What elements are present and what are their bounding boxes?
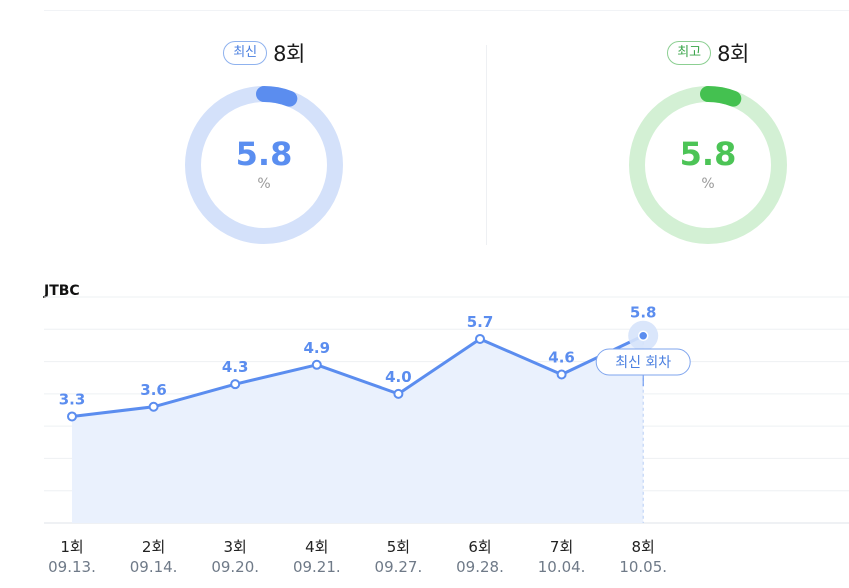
highest-rating-unit: %: [701, 176, 715, 192]
network-name: JTBC: [44, 283, 80, 299]
highest-rating-ring: 5.8 %: [627, 84, 789, 246]
x-tick-label: 4회 09.21.: [285, 537, 349, 577]
air-date-label: 09.13.: [48, 558, 96, 576]
episode-label: 4회: [305, 538, 329, 556]
air-date-label: 09.27.: [374, 558, 423, 576]
air-date-label: 09.28.: [456, 558, 504, 576]
episode-label: 3회: [223, 538, 247, 556]
latest-rating-unit: %: [257, 176, 271, 192]
air-date-label: 09.14.: [129, 558, 178, 576]
data-point: [475, 333, 485, 344]
x-tick-label: 2회 09.14.: [122, 537, 186, 577]
highest-rating-card: 최고 8회 5.8 %: [588, 36, 828, 244]
latest-rating-header: 최신 8회: [144, 36, 384, 70]
episode-label: 7회: [549, 538, 574, 556]
latest-rating-card: 최신 8회 5.8 %: [144, 36, 384, 244]
series-area: [72, 335, 644, 523]
data-label: 5.7: [467, 313, 494, 331]
data-label: 4.6: [548, 348, 575, 366]
air-date-label: 10.04.: [537, 558, 586, 576]
air-date-label: 09.21.: [292, 558, 341, 576]
card-divider: [486, 45, 487, 245]
x-tick-label: 1회 09.13.: [40, 537, 104, 577]
latest-marker-label: 최신 회차: [615, 355, 671, 371]
episode-label: 8회: [631, 538, 655, 556]
data-point: [556, 369, 567, 380]
latest-rating-value: 5.8: [235, 135, 293, 173]
data-point: [637, 330, 649, 341]
highest-ring-progress: [700, 86, 742, 107]
top-divider: [44, 10, 849, 11]
series-line: [71, 334, 644, 418]
latest-ring-progress: [256, 86, 298, 107]
highest-episode: 8회: [717, 42, 749, 66]
data-label: 5.8: [630, 304, 657, 322]
episode-label: 2회: [141, 538, 166, 556]
data-label: 4.9: [304, 339, 331, 357]
latest-badge: 최신: [223, 41, 268, 65]
data-point: [393, 388, 404, 399]
data-point: [311, 359, 322, 370]
highest-badge: 최고: [667, 41, 712, 65]
data-label: 3.3: [59, 390, 86, 408]
data-label: 4.0: [385, 368, 412, 386]
episode-label: 1회: [60, 538, 84, 556]
episode-label: 5회: [386, 538, 411, 556]
data-point: [230, 379, 241, 390]
highest-rating-value: 5.8: [679, 135, 737, 173]
data-point: [67, 411, 77, 422]
x-tick-label: 7회 10.04.: [530, 537, 594, 577]
x-tick-label: 3회 09.20.: [203, 537, 267, 577]
air-date-label: 09.20.: [211, 558, 260, 576]
latest-rating-ring: 5.8 %: [183, 84, 345, 246]
air-date-label: 10.05.: [619, 558, 668, 576]
highest-rating-header: 최고 8회: [588, 36, 828, 70]
x-tick-label: 8회 10.05.: [611, 537, 675, 577]
data-label: 3.6: [140, 381, 167, 399]
data-label: 4.3: [222, 358, 249, 376]
data-point: [148, 401, 159, 412]
x-tick-label: 5회 09.27.: [366, 537, 430, 577]
latest-marker-pill: [595, 348, 691, 376]
episode-label: 6회: [468, 538, 492, 556]
x-tick-label: 6회 09.28.: [448, 537, 512, 577]
latest-episode: 8회: [273, 42, 305, 66]
